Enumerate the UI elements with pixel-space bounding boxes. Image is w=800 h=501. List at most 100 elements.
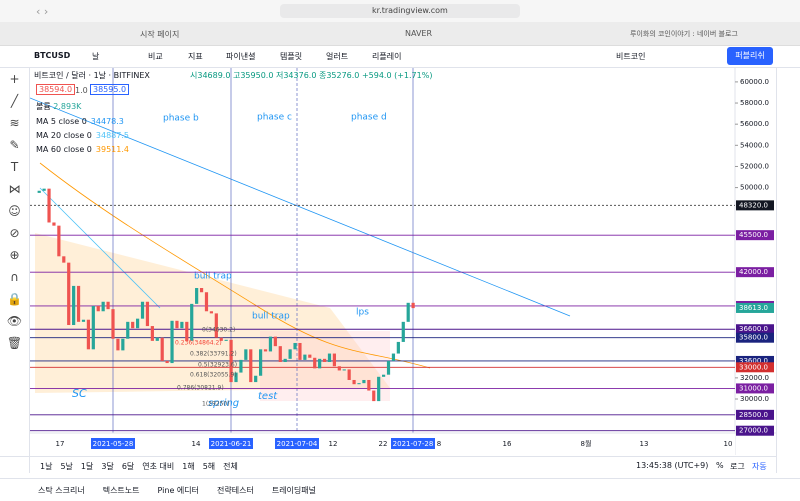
candle xyxy=(332,353,336,367)
candle xyxy=(180,321,184,329)
tool[interactable]: 🗑 xyxy=(6,336,23,350)
url: kr.tradingview.com xyxy=(372,6,448,15)
candle xyxy=(42,188,46,191)
sell-price[interactable]: 38594.0 xyxy=(36,84,76,95)
range-button[interactable]: 1달 xyxy=(80,462,94,471)
panel-tab[interactable]: Pine 에디터 xyxy=(157,486,200,495)
annotation: bull trap xyxy=(194,272,232,282)
candle xyxy=(347,369,351,380)
range-button[interactable]: 3달 xyxy=(101,462,114,471)
level-label: 35800.0 xyxy=(739,334,768,342)
log-toggle[interactable]: 로그 xyxy=(730,462,745,471)
date-tag xyxy=(91,438,135,449)
tool[interactable]: ╱ xyxy=(10,94,19,108)
candle xyxy=(155,337,159,341)
ohlc: 시34689.0 고35950.0 저34376.0 종35276.0 +594… xyxy=(190,71,433,80)
candle xyxy=(283,358,287,363)
range-button[interactable]: 1해 xyxy=(182,462,195,471)
tool[interactable]: + xyxy=(9,72,20,86)
time-axis xyxy=(30,433,735,455)
candle xyxy=(288,349,292,359)
candle xyxy=(357,383,361,385)
range-buttons: 1날 5날 1달 3달 6달 연초 대비 1해 5해 전체 xyxy=(40,461,246,472)
tool[interactable]: T xyxy=(10,160,19,174)
fib-label: 0.236(34864.2) xyxy=(175,340,222,347)
toolbar-item[interactable]: 리플레이 xyxy=(372,52,402,61)
level-tag xyxy=(736,425,774,436)
tool[interactable]: ⊘ xyxy=(9,226,20,240)
candle xyxy=(372,390,376,402)
fib-label: 0.786(30821.9) xyxy=(177,385,224,392)
percent-toggle[interactable]: % xyxy=(716,461,724,470)
toolbar-item[interactable]: 템플릿 xyxy=(280,52,303,61)
tool[interactable]: ∩ xyxy=(10,270,19,284)
toolbar-item[interactable]: 파이낸셜 xyxy=(226,52,256,61)
date-label: 13 xyxy=(640,440,649,448)
volume-value: 2.893K xyxy=(53,102,82,111)
trend-line xyxy=(39,187,161,309)
publish-button[interactable]: 퍼블리쉬 xyxy=(727,47,773,65)
tool[interactable]: 👁 xyxy=(6,314,23,328)
candle xyxy=(239,359,243,373)
tool[interactable]: ☺ xyxy=(8,204,21,218)
tool[interactable]: ⊕ xyxy=(9,248,20,262)
range-button[interactable]: 5해 xyxy=(202,462,216,471)
candle xyxy=(116,338,120,351)
level-label: 31000.0 xyxy=(739,384,768,392)
candle xyxy=(91,305,95,350)
range-button[interactable]: 1날 xyxy=(40,462,53,471)
candle xyxy=(52,222,56,226)
tab[interactable]: 루이화의 코인이야기 : 네이버 블로그 xyxy=(630,30,738,38)
candle xyxy=(396,341,400,354)
tool[interactable]: ≋ xyxy=(9,116,20,130)
range-button[interactable]: 5날 xyxy=(60,462,73,471)
price-label: 54000.0 xyxy=(740,141,769,149)
buy-price[interactable]: 38595.0 xyxy=(90,84,130,95)
tool[interactable]: ⋈ xyxy=(8,182,21,196)
candle xyxy=(175,320,179,329)
date-label: 10 xyxy=(724,440,733,448)
toolbar-item[interactable]: 비교 xyxy=(148,52,163,61)
candle xyxy=(126,321,130,339)
level-tag xyxy=(736,267,774,278)
panel-tab[interactable]: 텍스트노트 xyxy=(102,486,140,495)
candle xyxy=(229,339,233,383)
candle xyxy=(234,372,238,383)
candle xyxy=(62,256,66,263)
ma-value: 39511.4 xyxy=(95,145,129,154)
candle xyxy=(131,321,135,329)
range-button[interactable]: 연초 대비 xyxy=(142,462,175,471)
tab[interactable]: NAVER xyxy=(405,29,433,38)
ma-line xyxy=(39,162,431,369)
price-label: 60000.0 xyxy=(740,78,769,86)
toolbar-item[interactable]: 지표 xyxy=(188,52,203,61)
interval[interactable]: 날 xyxy=(92,52,100,61)
date-label: 2021-06-21 xyxy=(211,440,252,448)
layout-name[interactable]: 비트코인 xyxy=(616,52,646,61)
candle xyxy=(308,354,312,358)
panel-tab[interactable]: 스탁 스크리너 xyxy=(38,486,85,495)
annotation: phase c xyxy=(257,113,292,123)
annotation: phase d xyxy=(351,113,387,123)
tab-strip: 시작 페이지 NAVER 루이화의 코인이야기 : 네이버 블로그 xyxy=(0,22,800,46)
level-label: 45500.0 xyxy=(739,231,768,239)
tab[interactable]: 시작 페이지 xyxy=(140,30,180,39)
annotation: lps xyxy=(356,308,369,318)
tool[interactable]: ✎ xyxy=(9,138,20,152)
browser-bar: ‹ › kr.tradingview.com xyxy=(0,0,800,23)
range-button[interactable]: 전체 xyxy=(223,462,238,471)
back-button[interactable]: ‹ › xyxy=(36,5,49,18)
symbol[interactable]: BTCUSD xyxy=(34,51,71,60)
candle xyxy=(209,311,213,314)
range-button[interactable]: 6달 xyxy=(121,462,135,471)
candle xyxy=(101,301,105,312)
tool[interactable]: 🔒 xyxy=(7,292,22,306)
fib-label: 0.5(32923.6) xyxy=(198,362,237,369)
fib-label: 0.618(32055.9) xyxy=(190,372,237,379)
address-bar[interactable] xyxy=(280,4,520,18)
toolbar-item[interactable]: 얼러트 xyxy=(326,52,349,61)
panel-tab[interactable]: 트레이딩패널 xyxy=(271,486,316,495)
candle xyxy=(382,374,386,377)
auto-toggle[interactable]: 자동 xyxy=(752,462,767,471)
panel-tab[interactable]: 전략테스터 xyxy=(217,486,254,495)
